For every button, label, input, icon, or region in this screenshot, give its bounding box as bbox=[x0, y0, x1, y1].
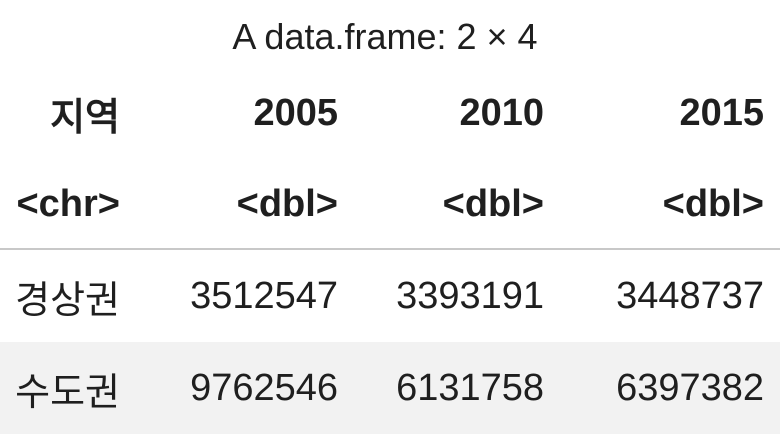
table-cell: 3393191 bbox=[354, 249, 560, 342]
header-row-names: 지역 2005 2010 2015 bbox=[0, 66, 780, 160]
table-row: 수도권 9762546 6131758 6397382 bbox=[0, 342, 780, 434]
table-cell: 경상권 bbox=[0, 249, 136, 342]
column-type: <dbl> bbox=[354, 160, 560, 250]
table-cell: 수도권 bbox=[0, 342, 136, 434]
column-header: 2010 bbox=[459, 91, 544, 134]
table-row: 경상권 3512547 3393191 3448737 bbox=[0, 249, 780, 342]
table-cell: 6397382 bbox=[560, 342, 780, 434]
table-cell: 6131758 bbox=[354, 342, 560, 434]
table-cell: 3448737 bbox=[560, 249, 780, 342]
data-table: 지역 2005 2010 2015 <chr> <dbl> <dbl> <dbl… bbox=[0, 66, 780, 434]
column-header: 2015 bbox=[679, 91, 764, 134]
column-header: 2005 bbox=[253, 91, 338, 134]
column-type: <chr> bbox=[0, 160, 136, 250]
column-header: 지역 bbox=[50, 96, 120, 139]
header-row-types: <chr> <dbl> <dbl> <dbl> bbox=[0, 160, 780, 250]
table-cell: 9762546 bbox=[136, 342, 354, 434]
column-type: <dbl> bbox=[136, 160, 354, 250]
table-caption: A data.frame: 2 × 4 bbox=[232, 16, 538, 57]
column-type: <dbl> bbox=[560, 160, 780, 250]
table-cell: 3512547 bbox=[136, 249, 354, 342]
